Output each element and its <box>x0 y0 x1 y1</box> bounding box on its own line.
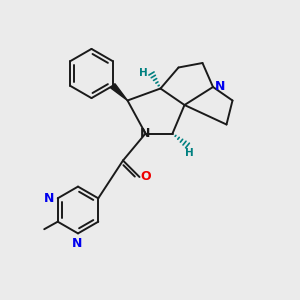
Text: N: N <box>214 80 225 94</box>
Text: N: N <box>72 237 82 250</box>
Text: H: H <box>184 148 194 158</box>
Text: N: N <box>140 127 150 140</box>
Text: H: H <box>139 68 148 78</box>
Text: O: O <box>141 170 152 183</box>
Polygon shape <box>111 84 128 100</box>
Text: N: N <box>44 192 54 205</box>
